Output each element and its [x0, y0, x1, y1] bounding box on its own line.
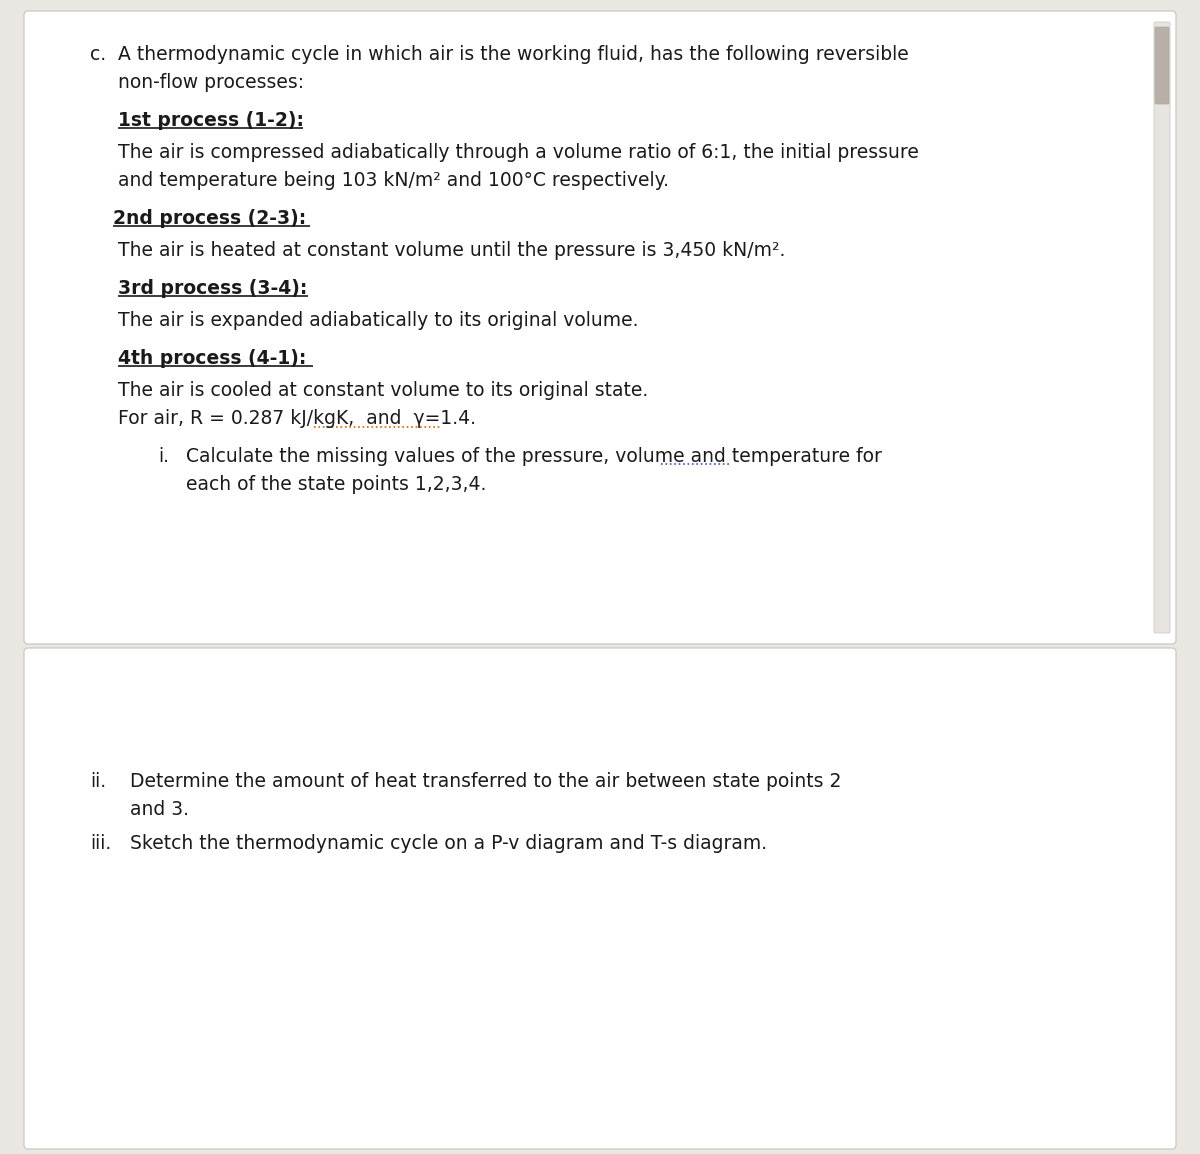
FancyBboxPatch shape [24, 12, 1176, 644]
Text: and temperature being 103 kN/m² and 100°C respectively.: and temperature being 103 kN/m² and 100°… [118, 171, 670, 190]
Text: A thermodynamic cycle in which air is the working fluid, has the following rever: A thermodynamic cycle in which air is th… [118, 45, 908, 63]
Text: 3rd process (3-4):: 3rd process (3-4): [118, 279, 307, 298]
Text: ii.: ii. [90, 772, 106, 790]
FancyBboxPatch shape [24, 649, 1176, 1149]
Text: and 3.: and 3. [130, 800, 190, 819]
Text: 4th process (4-1):: 4th process (4-1): [118, 349, 306, 368]
Text: The air is expanded adiabatically to its original volume.: The air is expanded adiabatically to its… [118, 310, 638, 330]
Text: iii.: iii. [90, 834, 112, 853]
Text: Calculate the missing values of the pressure, volume and temperature for: Calculate the missing values of the pres… [186, 447, 882, 466]
Text: i.: i. [158, 447, 169, 466]
Text: The air is heated at constant volume until the pressure is 3,450 kN/m².: The air is heated at constant volume unt… [118, 241, 785, 260]
Text: The air is cooled at constant volume to its original state.: The air is cooled at constant volume to … [118, 381, 648, 400]
Text: each of the state points 1,2,3,4.: each of the state points 1,2,3,4. [186, 475, 486, 494]
Text: The air is compressed adiabatically through a volume ratio of 6:1, the initial p: The air is compressed adiabatically thro… [118, 143, 919, 162]
Text: non-flow processes:: non-flow processes: [118, 73, 304, 92]
FancyBboxPatch shape [1154, 27, 1169, 104]
Text: 1st process (1-2):: 1st process (1-2): [118, 111, 304, 130]
Text: Sketch the thermodynamic cycle on a P-v diagram and T-s diagram.: Sketch the thermodynamic cycle on a P-v … [130, 834, 767, 853]
Text: Determine the amount of heat transferred to the air between state points 2: Determine the amount of heat transferred… [130, 772, 841, 790]
Text: For air, R = 0.287 kJ/kgK,  and  γ=1.4.: For air, R = 0.287 kJ/kgK, and γ=1.4. [118, 409, 476, 428]
Text: 2nd process (2-3):: 2nd process (2-3): [113, 209, 306, 228]
Text: c.: c. [90, 45, 106, 63]
FancyBboxPatch shape [1154, 22, 1170, 634]
